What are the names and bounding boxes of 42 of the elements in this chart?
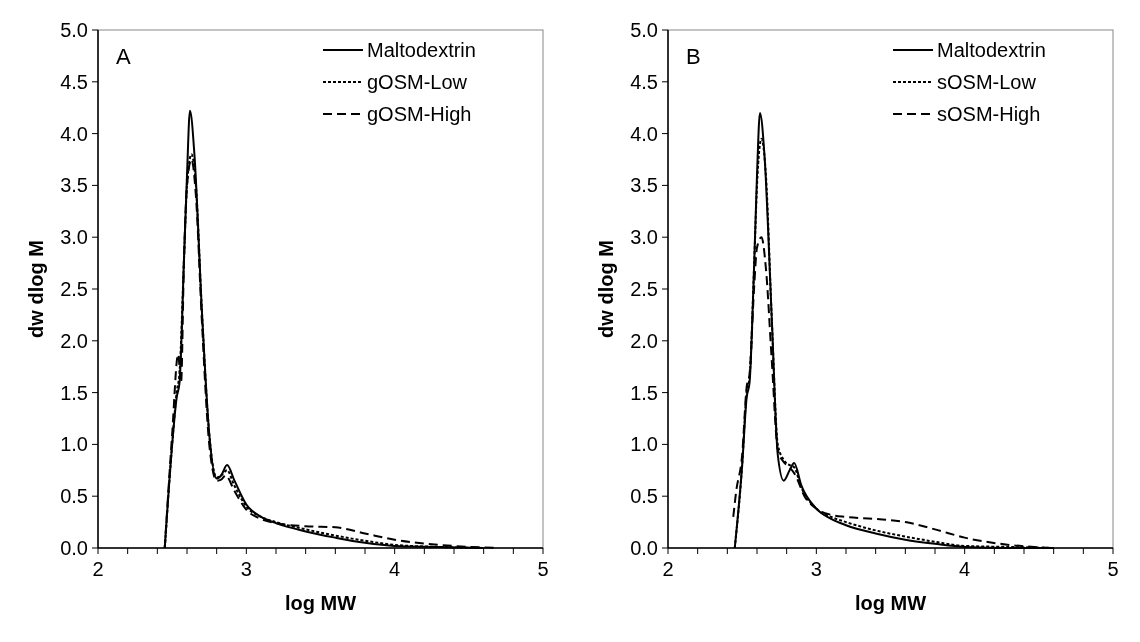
x-tick-label: 5 xyxy=(1107,558,1119,580)
annotation: A xyxy=(116,44,131,69)
legend-label: gOSM-Low xyxy=(367,71,468,93)
legend-label: sOSM-High xyxy=(937,103,1041,125)
y-tick-label: 1.5 xyxy=(60,381,88,404)
y-tick-label: 1.5 xyxy=(630,381,658,404)
y-tick-label: 2.0 xyxy=(630,329,658,352)
x-tick-label: 5 xyxy=(537,558,549,580)
y-tick-label: 1.0 xyxy=(630,433,658,456)
y-tick-label: 2.5 xyxy=(630,278,658,300)
x-tick-label: 4 xyxy=(389,558,401,580)
y-tick-label: 4.0 xyxy=(60,122,88,145)
y-tick-label: 0.5 xyxy=(60,485,88,508)
y-tick-label: 4.0 xyxy=(630,122,658,145)
x-tick-label: 4 xyxy=(959,558,971,580)
y-axis-title: dw dlog M xyxy=(595,240,617,338)
y-tick-label: 5.0 xyxy=(630,19,658,41)
x-tick-label: 2 xyxy=(662,558,674,580)
y-tick-label: 3.5 xyxy=(630,174,658,197)
x-tick-label: 3 xyxy=(240,558,252,580)
y-tick-label: 0.0 xyxy=(630,537,658,559)
y-axis-title: dw dlog M xyxy=(25,240,47,338)
x-tick-label: 3 xyxy=(810,558,822,580)
y-tick-label: 4.5 xyxy=(60,70,88,93)
y-tick-label: 5.0 xyxy=(60,19,88,41)
y-tick-label: 0.0 xyxy=(60,537,88,559)
x-axis-title: log MW xyxy=(284,592,357,614)
x-tick-label: 2 xyxy=(92,558,104,580)
y-tick-label: 3.0 xyxy=(60,226,88,249)
legend-label: gOSM-High xyxy=(367,103,472,125)
legend-label: Maltodextrin xyxy=(937,39,1046,61)
x-axis-title: log MW xyxy=(854,592,927,614)
y-tick-label: 1.0 xyxy=(60,433,88,456)
legend-label: sOSM-Low xyxy=(937,71,1037,93)
y-tick-label: 3.0 xyxy=(630,226,658,249)
y-tick-label: 4.5 xyxy=(630,70,658,93)
legend-label: Maltodextrin xyxy=(367,39,476,61)
y-tick-label: 3.5 xyxy=(60,174,88,197)
annotation: B xyxy=(686,44,701,69)
y-tick-label: 2.0 xyxy=(60,329,88,352)
y-tick-label: 0.5 xyxy=(630,485,658,508)
y-tick-label: 2.5 xyxy=(60,278,88,300)
